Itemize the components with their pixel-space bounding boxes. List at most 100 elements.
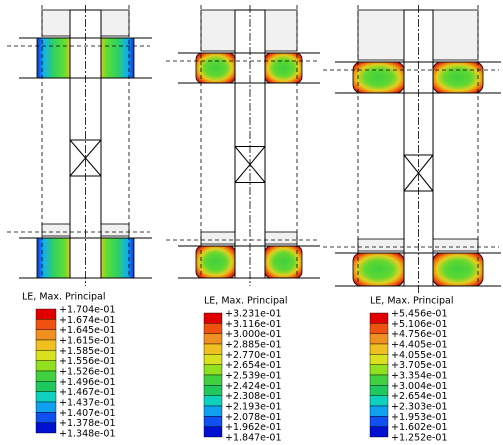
fixture bbox=[357, 238, 405, 252]
legend-swatch bbox=[369, 333, 389, 345]
legend-label: +1.437e-01 bbox=[59, 398, 116, 409]
legend-label: +1.556e-01 bbox=[59, 356, 116, 367]
legend-swatch bbox=[369, 374, 389, 386]
fixture bbox=[100, 9, 130, 37]
legend-label: +1.674e-01 bbox=[59, 315, 116, 326]
legend-swatch bbox=[35, 381, 57, 392]
cross bbox=[69, 139, 102, 177]
contour-block bbox=[352, 61, 405, 94]
legend-swatch bbox=[369, 385, 389, 396]
contour-block bbox=[100, 37, 135, 79]
legend-swatch bbox=[369, 364, 389, 376]
legend-swatch bbox=[35, 370, 57, 382]
cross bbox=[234, 146, 266, 183]
legend-swatch bbox=[369, 395, 389, 407]
legend-swatch bbox=[35, 412, 57, 423]
contour-block bbox=[195, 52, 236, 84]
contour-block bbox=[195, 245, 236, 279]
legend-label: +1.467e-01 bbox=[59, 387, 116, 398]
legend-title: LE, Max. Principal bbox=[204, 296, 288, 307]
contour-block bbox=[352, 252, 405, 287]
legend-swatch bbox=[369, 323, 389, 334]
fixture bbox=[200, 231, 236, 245]
cross-box bbox=[234, 146, 266, 183]
legend-swatch bbox=[35, 422, 57, 434]
legend-label: +3.004e-01 bbox=[391, 381, 448, 392]
legend-label: +2.539e-01 bbox=[225, 371, 282, 382]
legend-label: +1.348e-01 bbox=[59, 429, 116, 440]
legend-swatch bbox=[35, 350, 57, 361]
legend-swatch bbox=[35, 391, 57, 403]
fixture bbox=[264, 9, 298, 52]
legend-swatch bbox=[203, 374, 223, 386]
legend-swatch bbox=[203, 323, 223, 334]
cross-box bbox=[69, 139, 102, 177]
legend-label: +3.705e-01 bbox=[391, 360, 448, 371]
legend-swatch bbox=[369, 312, 389, 324]
legend-label: +3.116e-01 bbox=[225, 319, 282, 330]
legend-swatch bbox=[203, 405, 223, 417]
legend-label: +1.378e-01 bbox=[59, 418, 116, 429]
cross-box bbox=[403, 154, 434, 192]
fixture bbox=[432, 9, 479, 61]
contour-block bbox=[264, 52, 303, 84]
legend-label: +2.654e-01 bbox=[225, 360, 282, 371]
legend-label: +4.756e-01 bbox=[391, 329, 448, 340]
legend-label: +2.078e-01 bbox=[225, 412, 282, 423]
legend-label: +4.055e-01 bbox=[391, 350, 448, 361]
legend-label: +5.456e-01 bbox=[391, 309, 448, 320]
legend-swatch bbox=[369, 343, 389, 355]
legend-label: +1.962e-01 bbox=[225, 422, 282, 433]
contour-block bbox=[432, 252, 484, 287]
legend-label: +1.585e-01 bbox=[59, 346, 116, 357]
legend-label: +3.000e-01 bbox=[225, 329, 282, 340]
legend-label: +1.252e-01 bbox=[391, 433, 448, 444]
legend-label: +3.231e-01 bbox=[225, 309, 282, 320]
legend-swatch bbox=[203, 416, 223, 427]
fixture bbox=[41, 223, 71, 237]
legend-label: +1.602e-01 bbox=[391, 422, 448, 433]
legend-label: +1.615e-01 bbox=[59, 336, 116, 347]
contour-block bbox=[432, 61, 484, 94]
legend-label: +2.770e-01 bbox=[225, 350, 282, 361]
fixture bbox=[357, 9, 405, 61]
contour-block bbox=[36, 37, 71, 79]
contour-block bbox=[100, 237, 135, 279]
contour-block bbox=[264, 245, 303, 279]
legend-label: +5.106e-01 bbox=[391, 319, 448, 330]
fixture bbox=[200, 9, 236, 52]
legend-label: +2.308e-01 bbox=[225, 391, 282, 402]
legend-label: +1.407e-01 bbox=[59, 408, 116, 419]
legend-swatch bbox=[203, 333, 223, 345]
legend-swatch bbox=[35, 339, 57, 351]
legend-swatch bbox=[203, 343, 223, 355]
legend-label: +1.704e-01 bbox=[59, 305, 116, 316]
legend-swatch bbox=[203, 312, 223, 324]
legend-title: LE, Max. Principal bbox=[370, 296, 454, 307]
legend-swatch bbox=[369, 426, 389, 438]
legend-swatch bbox=[35, 401, 57, 413]
legend-label: +2.303e-01 bbox=[391, 402, 448, 413]
legend-swatch bbox=[203, 364, 223, 376]
legend-label: +2.424e-01 bbox=[225, 381, 282, 392]
legend-label: +1.526e-01 bbox=[59, 367, 116, 378]
legend-label: +1.953e-01 bbox=[391, 412, 448, 423]
cross bbox=[403, 154, 434, 192]
legend-label: +1.847e-01 bbox=[225, 433, 282, 444]
legend-swatch bbox=[35, 308, 57, 320]
legend-swatch bbox=[369, 354, 389, 365]
legend-title: LE, Max. Principal bbox=[22, 292, 106, 303]
fixture bbox=[264, 231, 298, 245]
legend-swatch bbox=[203, 395, 223, 407]
legend-label: +2.654e-01 bbox=[391, 391, 448, 402]
legend-label: +2.193e-01 bbox=[225, 402, 282, 413]
legend-swatch bbox=[203, 385, 223, 396]
legend-label: +4.405e-01 bbox=[391, 340, 448, 351]
legend-swatch bbox=[203, 354, 223, 365]
legend-label: +1.645e-01 bbox=[59, 325, 116, 336]
legend-label: +2.885e-01 bbox=[225, 340, 282, 351]
legend-swatch bbox=[35, 360, 57, 372]
legend-label: +1.496e-01 bbox=[59, 377, 116, 388]
legend-label: +3.354e-01 bbox=[391, 371, 448, 382]
